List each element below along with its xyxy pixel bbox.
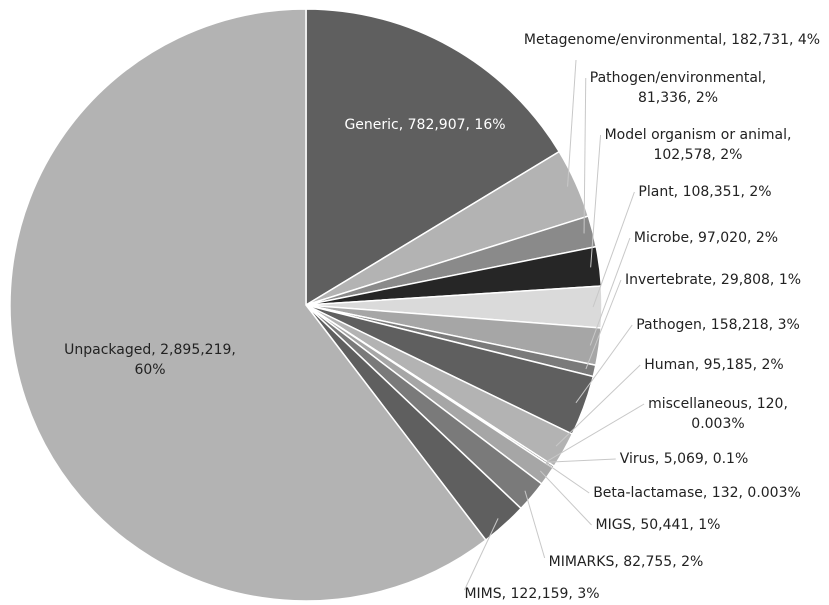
label-line: Virus, 5,069, 0.1% bbox=[620, 451, 749, 467]
label-line: 0.003% bbox=[691, 416, 744, 432]
leader-line bbox=[585, 279, 622, 370]
label-line: Human, 95,185, 2% bbox=[644, 357, 784, 373]
slice-label: Plant, 108,351, 2% bbox=[638, 184, 771, 200]
slice-label: MIGS, 50,441, 1% bbox=[596, 517, 721, 533]
slice-label: Microbe, 97,020, 2% bbox=[634, 230, 778, 246]
leader-line bbox=[546, 458, 616, 463]
pie-slice bbox=[305, 8, 561, 307]
label-line: Pathogen, 158,218, 3% bbox=[636, 317, 800, 333]
label-line: MIGS, 50,441, 1% bbox=[596, 517, 721, 533]
leader-line bbox=[539, 470, 592, 526]
slice-label: Human, 95,185, 2% bbox=[644, 357, 784, 373]
label-line: miscellaneous, 120, bbox=[648, 396, 788, 412]
slice-label: Unpackaged, 2,895,219, 60% bbox=[64, 342, 236, 378]
label-line: Unpackaged, 2,895,219, bbox=[64, 342, 236, 358]
label-line: Pathogen/environmental, bbox=[590, 70, 767, 86]
slice-label: Pathogen, 158,218, 3% bbox=[636, 317, 800, 333]
leader-line bbox=[589, 237, 631, 346]
label-line: MIMARKS, 82,755, 2% bbox=[549, 554, 704, 570]
slice-label: miscellaneous, 120, 0.003% bbox=[648, 396, 788, 432]
leader-line bbox=[583, 77, 587, 234]
label-line: Microbe, 97,020, 2% bbox=[634, 230, 778, 246]
label-line: MIMS, 122,159, 3% bbox=[464, 586, 599, 602]
leader-line bbox=[545, 462, 590, 494]
label-line: Plant, 108,351, 2% bbox=[638, 184, 771, 200]
leader-line bbox=[592, 191, 635, 308]
slice-label: Model organism or animal, 102,578, 2% bbox=[605, 127, 792, 163]
leader-line bbox=[464, 518, 499, 591]
slice-label: Pathogen/environmental, 81,336, 2% bbox=[590, 70, 767, 106]
slice-label: Invertebrate, 29,808, 1% bbox=[625, 272, 801, 288]
leader-line bbox=[575, 324, 633, 404]
leader-line bbox=[524, 490, 546, 559]
label-line: Generic, 782,907, 16% bbox=[344, 117, 505, 133]
label-line: 102,578, 2% bbox=[653, 147, 742, 163]
label-line: Beta-lactamase, 132, 0.003% bbox=[593, 485, 801, 501]
slice-label: MIMARKS, 82,755, 2% bbox=[549, 554, 704, 570]
slice-label: Generic, 782,907, 16% bbox=[344, 117, 505, 133]
leader-line bbox=[546, 403, 645, 462]
pie-slice bbox=[9, 8, 487, 602]
label-line: Metagenome/environmental, 182,731, 4% bbox=[524, 32, 820, 48]
leader-line bbox=[567, 59, 577, 187]
label-line: 60% bbox=[134, 362, 165, 378]
leader-line bbox=[555, 364, 641, 447]
slice-label: Virus, 5,069, 0.1% bbox=[620, 451, 749, 467]
slice-label: Metagenome/environmental, 182,731, 4% bbox=[524, 32, 820, 48]
leader-line bbox=[590, 134, 602, 268]
label-line: Model organism or animal, bbox=[605, 127, 792, 143]
slice-label: Beta-lactamase, 132, 0.003% bbox=[593, 485, 801, 501]
label-line: 81,336, 2% bbox=[638, 90, 718, 106]
slice-label: MIMS, 122,159, 3% bbox=[464, 586, 599, 602]
label-line: Invertebrate, 29,808, 1% bbox=[625, 272, 801, 288]
